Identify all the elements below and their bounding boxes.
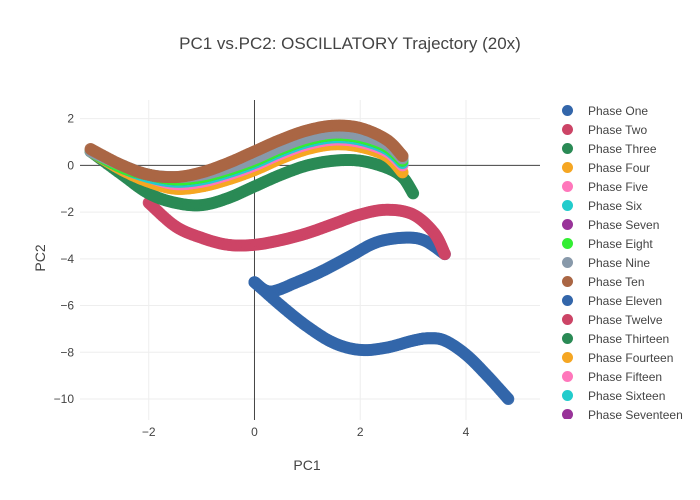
legend-item[interactable]: Phase Eight [552, 234, 692, 253]
legend-label: Phase Five [588, 179, 649, 194]
legend-marker-icon [562, 143, 573, 154]
legend-marker-icon [562, 276, 573, 287]
legend-item[interactable]: Phase Four [552, 158, 692, 177]
y-axis-title: PC2 [32, 244, 48, 272]
legend-marker-icon [562, 314, 573, 325]
y-tick-label: −8 [60, 345, 74, 359]
legend-label: Phase Seventeen [588, 407, 683, 420]
legend-item[interactable]: Phase Ten [552, 272, 692, 291]
data-point [438, 248, 451, 261]
legend-label: Phase Fifteen [588, 369, 663, 384]
chart-title: PC1 vs.PC2: OSCILLATORY Trajectory (20x) [179, 34, 521, 53]
legend-item[interactable]: Phase Twelve [552, 310, 692, 329]
grid [80, 100, 540, 420]
legend-label: Phase Fourteen [588, 350, 674, 365]
legend-item[interactable]: Phase Seventeen [552, 405, 692, 419]
legend-marker-icon [562, 162, 573, 173]
legend-marker-icon [562, 352, 573, 363]
legend-marker-icon [562, 238, 573, 249]
data-point [407, 187, 420, 200]
legend-marker-icon [562, 219, 573, 230]
legend-label: Phase Eleven [588, 293, 663, 308]
legend-item[interactable]: Phase Nine [552, 253, 692, 272]
legend-label: Phase Six [588, 198, 643, 213]
legend-marker-icon [562, 371, 573, 382]
legend-item[interactable]: Phase Six [552, 196, 692, 215]
legend-label: Phase Seven [588, 217, 660, 232]
y-tick-label: −2 [60, 205, 74, 219]
legend-marker-icon [562, 295, 573, 306]
data-point [502, 392, 515, 405]
legend-label: Phase Ten [588, 274, 645, 289]
series-phase-eleven [248, 276, 515, 405]
legend-label: Phase Two [588, 122, 648, 137]
y-tick-label: −10 [54, 392, 75, 406]
legend-marker-icon [562, 409, 573, 419]
legend-item[interactable]: Phase Fourteen [552, 348, 692, 367]
legend[interactable]: Phase One Phase Two Phase Three Phase Four P… [552, 101, 692, 419]
legend-label: Phase One [588, 103, 649, 118]
data-series [84, 119, 515, 405]
legend-label: Phase Three [588, 141, 657, 156]
x-tick-label: 4 [463, 425, 470, 439]
legend-item[interactable]: Phase Seven [552, 215, 692, 234]
legend-marker-icon [562, 257, 573, 268]
series-phase-ten [84, 119, 409, 184]
legend-marker-icon [562, 390, 573, 401]
x-tick-label: 0 [251, 425, 258, 439]
x-tick-label: −2 [142, 425, 156, 439]
legend-label: Phase Sixteen [588, 388, 666, 403]
y-tick-label: −4 [60, 252, 74, 266]
series-phase-three [84, 145, 420, 212]
legend-item[interactable]: Phase Fifteen [552, 367, 692, 386]
tick-labels: −2 0 2 4 2 0 −2 −4 −6 −8 −10 [54, 112, 470, 439]
legend-label: Phase Thirteen [588, 331, 670, 346]
x-tick-label: 2 [357, 425, 364, 439]
data-point [396, 150, 409, 163]
legend-marker-icon [562, 200, 573, 211]
legend-label: Phase Twelve [588, 312, 663, 327]
x-axis-title: PC1 [293, 457, 321, 473]
legend-item[interactable]: Phase Eleven [552, 291, 692, 310]
series-phase-two [142, 196, 451, 261]
legend-marker-icon [562, 333, 573, 344]
legend-item[interactable]: Phase Five [552, 177, 692, 196]
legend-label: Phase Four [588, 160, 651, 175]
legend-marker-icon [562, 181, 573, 192]
y-tick-label: −6 [60, 299, 74, 313]
legend-label: Phase Nine [588, 255, 651, 270]
y-tick-label: 0 [67, 158, 74, 172]
legend-label: Phase Eight [588, 236, 653, 251]
legend-item[interactable]: Phase Two [552, 120, 692, 139]
legend-item[interactable]: Phase Sixteen [552, 386, 692, 405]
legend-item[interactable]: Phase Thirteen [552, 329, 692, 348]
legend-marker-icon [562, 105, 573, 116]
legend-item[interactable]: Phase One [552, 101, 692, 120]
legend-marker-icon [562, 124, 573, 135]
y-tick-label: 2 [67, 112, 74, 126]
legend-item[interactable]: Phase Three [552, 139, 692, 158]
